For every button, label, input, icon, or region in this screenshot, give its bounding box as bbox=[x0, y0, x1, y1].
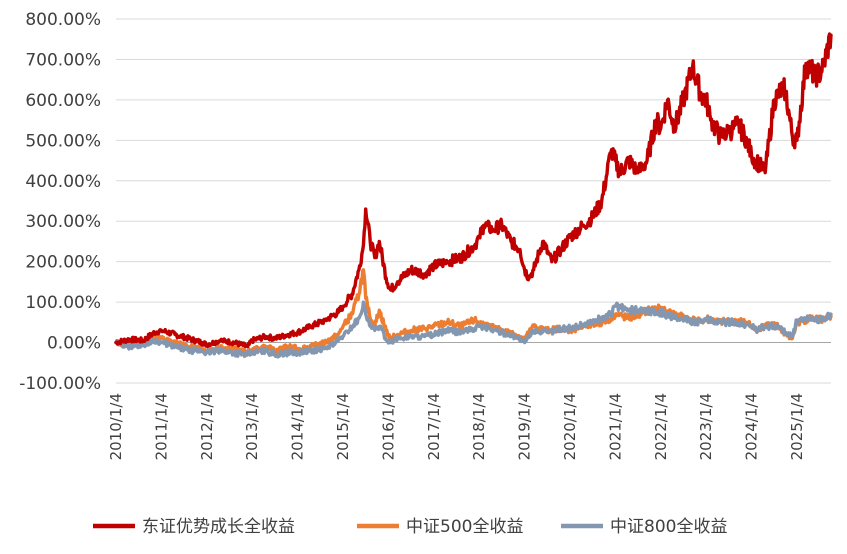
series-line-1 bbox=[114, 32, 833, 349]
y-tick-label: 800.00% bbox=[25, 10, 101, 30]
x-tick-label: 2024/1/4 bbox=[743, 393, 761, 460]
x-tick-label: 2023/1/4 bbox=[697, 393, 715, 460]
x-tick-label: 2022/1/4 bbox=[652, 393, 670, 460]
series-lines bbox=[114, 32, 833, 359]
legend: 东证优势成长全收益 中证500全收益 中证800全收益 bbox=[93, 517, 727, 537]
series-line-3 bbox=[114, 300, 833, 359]
legend-label-1: 东证优势成长全收益 bbox=[142, 517, 295, 537]
x-tick-label: 2011/1/4 bbox=[152, 393, 170, 460]
y-tick-label: 300.00% bbox=[25, 212, 101, 232]
x-tick-label: 2010/1/4 bbox=[107, 393, 125, 460]
y-tick-label: 700.00% bbox=[25, 50, 101, 70]
y-tick-label: 0.00% bbox=[47, 334, 101, 354]
x-tick-label: 2016/1/4 bbox=[379, 393, 397, 460]
y-tick-label: -100.00% bbox=[19, 374, 101, 394]
x-tick-label: 2017/1/4 bbox=[425, 393, 443, 460]
x-tick-label: 2019/1/4 bbox=[516, 393, 534, 460]
x-tick-label: 2021/1/4 bbox=[606, 393, 624, 460]
x-tick-label: 2015/1/4 bbox=[334, 393, 352, 460]
legend-label-2: 中证500全收益 bbox=[406, 517, 523, 537]
x-tick-label: 2014/1/4 bbox=[289, 393, 307, 460]
y-axis-ticks: -100.00% 0.00% 100.00% 200.00% 300.00% 400.00… bbox=[19, 10, 101, 394]
legend-label-3: 中证800全收益 bbox=[610, 517, 727, 537]
y-tick-label: 500.00% bbox=[25, 131, 101, 151]
x-tick-label: 2012/1/4 bbox=[198, 393, 216, 460]
y-tick-label: 200.00% bbox=[25, 253, 101, 273]
y-tick-label: 400.00% bbox=[25, 172, 101, 192]
x-tick-label: 2025/1/4 bbox=[788, 393, 806, 460]
y-tick-label: 100.00% bbox=[25, 293, 101, 313]
gridlines bbox=[116, 18, 831, 384]
x-tick-label: 2018/1/4 bbox=[470, 393, 488, 460]
x-tick-label: 2020/1/4 bbox=[561, 393, 579, 460]
x-axis-ticks: 2010/1/4 2011/1/4 2012/1/4 2013/1/4 2014/1/4… bbox=[107, 393, 806, 460]
y-tick-label: 600.00% bbox=[25, 91, 101, 111]
x-tick-label: 2013/1/4 bbox=[243, 393, 261, 460]
